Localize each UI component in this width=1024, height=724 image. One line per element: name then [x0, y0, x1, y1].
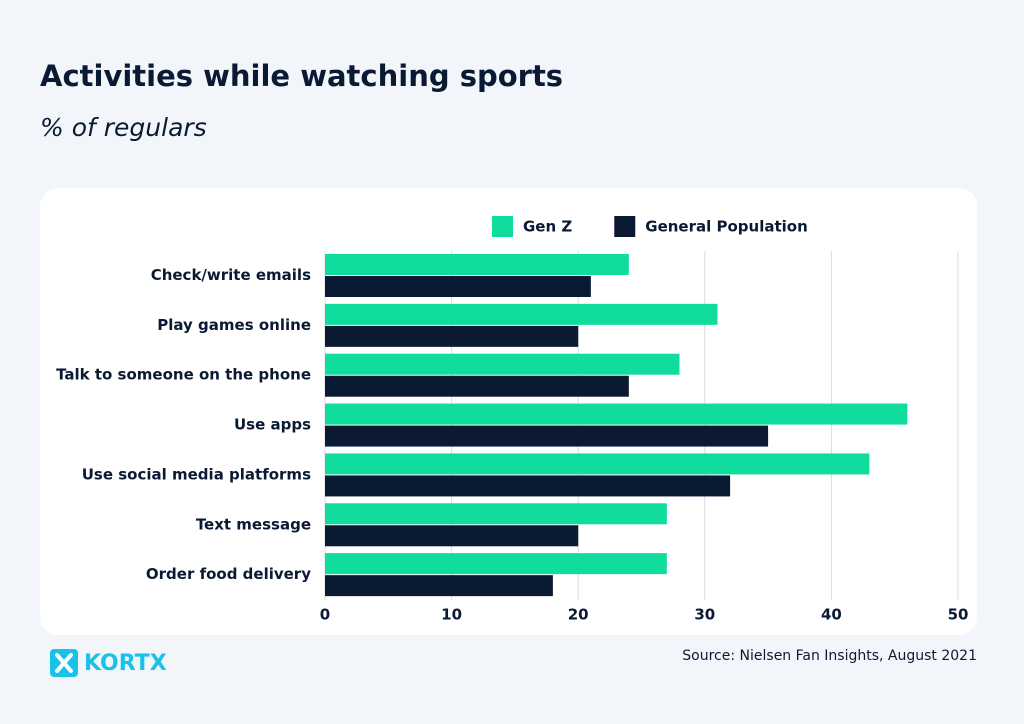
y-tick-label: Check/write emails: [151, 266, 311, 284]
bar: [325, 325, 579, 347]
bar: [325, 475, 731, 497]
chart-subtitle: % of regulars: [40, 113, 207, 142]
bar: [325, 425, 769, 447]
legend-label: Gen Z: [523, 218, 572, 236]
y-tick-label: Use social media platforms: [82, 465, 311, 483]
x-tick-label: 50: [948, 606, 969, 624]
bar: [325, 276, 591, 297]
y-tick-label: Play games online: [157, 316, 311, 334]
bar: [325, 403, 908, 425]
logo-icon-mark: [55, 653, 73, 673]
legend-swatch: [492, 216, 513, 237]
bar: [325, 453, 870, 475]
bar: [325, 525, 579, 547]
logo-text: KORTX: [84, 651, 167, 676]
source: Source: Nielsen Fan Insights, August 202…: [682, 648, 977, 664]
bar: [325, 503, 667, 525]
y-tick-label: Talk to someone on the phone: [56, 366, 311, 384]
logo: KORTX: [50, 649, 167, 677]
bar: [325, 375, 629, 397]
bar: [325, 303, 718, 325]
x-tick-label: 30: [694, 606, 715, 624]
x-tick-label: 10: [441, 606, 462, 624]
bar: [325, 553, 667, 575]
x-tick-label: 20: [568, 606, 589, 624]
chart-title: Activities while watching sports: [40, 59, 563, 93]
bar: [325, 254, 629, 275]
x-tick-label: 0: [320, 606, 330, 624]
x-tick-label: 40: [821, 606, 842, 624]
y-tick-label: Order food delivery: [146, 565, 311, 583]
y-tick-label: Use apps: [234, 416, 311, 434]
bar: [325, 353, 680, 375]
legend-label: General Population: [645, 218, 808, 236]
bar: [325, 575, 553, 597]
legend-swatch: [614, 216, 636, 237]
y-tick-label: Text message: [196, 515, 311, 533]
